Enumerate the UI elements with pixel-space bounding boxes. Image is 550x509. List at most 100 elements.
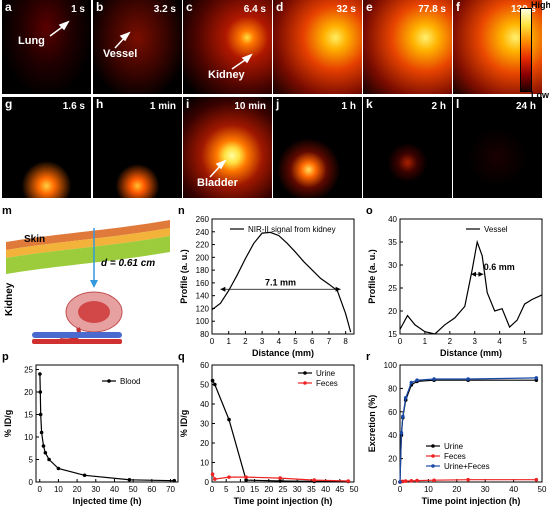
- chart-o: 0 1 2 3 4 5 15 20 25 30 35 40 Distance (mm) Profile (…: [367, 215, 543, 358]
- y-tick-label: 50: [200, 381, 209, 390]
- data-point: [127, 477, 132, 482]
- series-line-0: [39, 373, 175, 482]
- measure-label: 0.6 mm: [484, 262, 515, 272]
- y-axis-label: % ID/g: [179, 410, 189, 438]
- x-tick-label: 40: [509, 485, 518, 494]
- tile-letter: g: [5, 97, 13, 111]
- tile-letter: f: [456, 0, 460, 14]
- x-tick-label: 5: [293, 337, 298, 346]
- data-point: [39, 430, 44, 435]
- y-tick-label: 60: [200, 361, 209, 370]
- data-point: [346, 479, 351, 483]
- y-tick-label: 240: [196, 228, 210, 237]
- x-tick-label: 30: [481, 485, 490, 494]
- tile-letter: i: [186, 97, 190, 111]
- panel-q-letter: q: [178, 351, 185, 363]
- legend-marker: [431, 464, 435, 468]
- x-tick-label: 40: [110, 485, 119, 494]
- plot-frame: [399, 364, 543, 483]
- panel-m-letter: m: [2, 205, 12, 217]
- panel-m-skin-label: Skin: [24, 234, 46, 245]
- x-tick-label: 1: [226, 337, 231, 346]
- x-tick-label: 20: [452, 485, 461, 494]
- data-point: [398, 480, 402, 484]
- image-tile-b: b 3.2 s: [93, 0, 182, 94]
- data-point: [227, 417, 231, 422]
- tile-letter: b: [96, 0, 104, 14]
- data-point: [312, 478, 317, 482]
- data-point: [432, 377, 436, 381]
- data-point: [210, 378, 215, 383]
- panel-n-letter: n: [178, 205, 185, 217]
- x-tick-label: 30: [293, 485, 302, 494]
- legend-label: Urine: [316, 369, 336, 378]
- tile-time: 1 s: [71, 4, 85, 15]
- tile-time: 1 h: [341, 101, 356, 112]
- x-tick-label: 2: [448, 337, 453, 346]
- x-tick-label: 5: [224, 485, 229, 494]
- data-point: [38, 412, 43, 417]
- legend-label: Urine: [444, 442, 464, 451]
- data-point: [403, 395, 408, 400]
- x-axis-label: Distance (mm): [440, 348, 502, 358]
- image-tile-a: a 1 s: [2, 0, 91, 94]
- y-tick-label: 140: [196, 292, 210, 301]
- x-axis-label: Injected time (h): [72, 496, 141, 506]
- tile-time: 24 h: [515, 101, 536, 112]
- data-point: [466, 477, 470, 482]
- x-tick-label: 20: [73, 485, 82, 494]
- legend-marker: [303, 371, 307, 375]
- data-point: [415, 378, 419, 383]
- legend-label: Blood: [120, 377, 140, 386]
- legend-label: NIR-II signal from kidney: [248, 225, 336, 234]
- data-point: [401, 479, 405, 484]
- tile-time: 6.4 s: [243, 4, 266, 15]
- y-axis-label: Profile (a. u.): [179, 249, 189, 304]
- tile-letter: c: [186, 0, 193, 14]
- tile-letter: e: [366, 0, 373, 14]
- tile-time: 32 s: [336, 4, 356, 15]
- legend-marker: [431, 454, 435, 458]
- y-tick-label: 20: [200, 439, 209, 448]
- image-tile-h: h 1 min: [93, 97, 182, 198]
- y-tick-label: 5: [29, 456, 34, 465]
- tile-time: 2 h: [431, 101, 446, 112]
- y-tick-label: 180: [196, 266, 210, 275]
- x-tick-label: 10: [54, 485, 63, 494]
- tile-letter: d: [276, 0, 284, 14]
- y-tick-label: 100: [196, 317, 210, 326]
- panel-m-schematic: [6, 220, 170, 344]
- y-tick-label: 40: [388, 215, 397, 224]
- chart-n: 0 1 2 3 4 5 6 7 8 80 100 120 140 160 180 200 220 240 260 Di…: [179, 215, 355, 358]
- legend-marker: [303, 381, 307, 385]
- x-tick-label: 3: [473, 337, 478, 346]
- panel-r-letter: r: [366, 351, 371, 363]
- image-tile-k: k 2 h: [363, 97, 452, 198]
- y-tick-label: 0: [393, 478, 398, 487]
- x-tick-label: 35: [307, 485, 316, 494]
- plot-frame: [211, 218, 355, 335]
- x-axis-label: Time point injection (h): [234, 496, 333, 506]
- x-tick-label: 0: [398, 337, 403, 346]
- measure-arrow-right: [478, 271, 484, 277]
- y-tick-label: 15: [24, 411, 33, 420]
- y-tick-label: 30: [200, 420, 209, 429]
- y-tick-label: 160: [196, 279, 210, 288]
- tile-letter: h: [96, 97, 104, 111]
- y-tick-label: 100: [384, 361, 398, 370]
- image-tile-d: d 32 s: [273, 0, 362, 94]
- chart-p: 0 10 20 30 40 50 60 70 0 5 10 15 20 25 Injected time (…: [3, 364, 179, 506]
- y-tick-label: 220: [196, 241, 210, 250]
- y-tick-label: 20: [24, 388, 33, 397]
- data-point: [278, 476, 282, 480]
- data-point: [466, 377, 470, 381]
- y-tick-label: 10: [24, 433, 33, 442]
- x-tick-label: 4: [277, 337, 282, 346]
- y-axis-label: Excretion (%): [367, 395, 377, 453]
- measure-arrow-left: [471, 271, 476, 277]
- x-tick-label: 50: [538, 485, 547, 494]
- series-line-0: [212, 380, 349, 482]
- x-axis-label: Time point injection (h): [422, 496, 521, 506]
- data-point: [172, 478, 177, 483]
- x-tick-label: 8: [343, 337, 348, 346]
